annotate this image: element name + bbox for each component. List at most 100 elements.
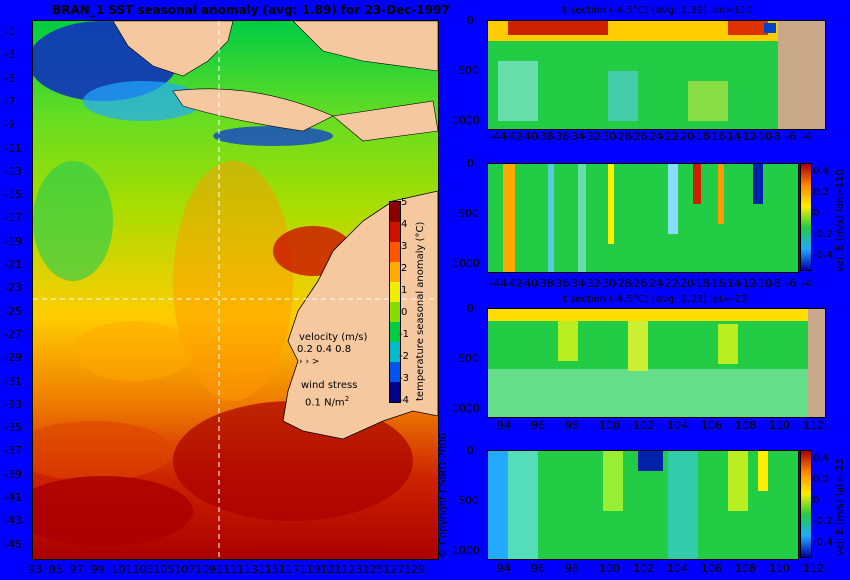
- colorbar-tick: 3: [401, 241, 408, 252]
- lat-tick-label: -4: [801, 277, 812, 290]
- lat-tick-label: -23: [4, 281, 22, 295]
- depth-tick-label: 500: [458, 207, 479, 220]
- depth-tick-label: 1000: [452, 544, 480, 557]
- lat-tick-label: -25: [4, 304, 22, 318]
- lon-tick-label: 127: [383, 563, 405, 576]
- lon-tick-label: 99: [90, 563, 105, 576]
- lat-tick-label: -33: [4, 397, 22, 411]
- panel1-title: t section (-4.5°C) (avg: 1.39) lon=110: [563, 5, 753, 16]
- lat-tick-label: -28: [613, 277, 632, 290]
- lon-tick-label: 121: [320, 563, 342, 576]
- lat-tick-label: -42: [504, 130, 523, 143]
- lat-tick-label: -12: [738, 277, 757, 290]
- lat-tick-label: -19: [4, 234, 22, 248]
- temperature-section-lat23[interactable]: [487, 308, 826, 418]
- lon-tick-label: 106: [701, 419, 722, 432]
- depth-tick-label: 0: [467, 14, 474, 27]
- lat-tick-label: -27: [4, 327, 22, 341]
- lon-tick-label: 117: [278, 563, 300, 576]
- velocity-section-lat23-field: [488, 451, 798, 559]
- lon-tick-label: 102: [633, 419, 654, 432]
- lon-tick-label: 103: [132, 563, 154, 576]
- lon-tick-label: 96: [531, 562, 545, 575]
- colorbar-tick: -0.2: [813, 229, 833, 240]
- lat-tick-label: -37: [4, 444, 22, 458]
- depth-tick-label: 0: [467, 444, 474, 457]
- lat-tick-label: -8: [769, 130, 781, 143]
- lat-tick-label: -21: [4, 258, 22, 271]
- velocity-scale: 0.2 0.4 0.8: [297, 344, 352, 355]
- lon-tick-label: 112: [803, 419, 824, 432]
- lon-tick-label: 129: [404, 563, 426, 576]
- lat-tick-label: -6: [785, 277, 797, 290]
- panel2-colorbar: [800, 163, 812, 271]
- depth-tick-label: 0: [467, 302, 474, 315]
- lat-tick-label: -18: [691, 130, 710, 143]
- lat-tick-label: -16: [707, 277, 726, 290]
- lat-tick-label: -43: [4, 514, 22, 528]
- lat-tick-label: -11: [4, 141, 22, 155]
- lon-tick-label: 100: [599, 562, 620, 575]
- sst-anomaly-map[interactable]: 5 4 3 2 1 0 -1 -2 -3 -4 temperature seas…: [32, 20, 439, 560]
- lon-tick-label: 107: [174, 563, 196, 576]
- velocity-arrows: › › >: [299, 357, 320, 367]
- lat-tick-label: -14: [723, 130, 741, 143]
- colorbar-tick: -0.4: [813, 250, 833, 261]
- lon-tick-label: 98: [565, 562, 579, 575]
- lat-tick-label: -38: [535, 277, 554, 290]
- lat-tick-label: -3: [4, 48, 15, 62]
- lon-tick-label: 94: [497, 419, 511, 432]
- panel4-colorbar: [800, 450, 812, 558]
- lat-tick-label: -6: [785, 130, 797, 143]
- temperature-section-lat23-field: [488, 309, 825, 417]
- velocity-section-lat23[interactable]: [487, 450, 799, 560]
- lon-tick-label: 119: [299, 563, 321, 576]
- lon-tick-label: 125: [362, 563, 384, 576]
- lon-tick-label: 115: [257, 563, 279, 576]
- wind-stress-label: wind stress: [301, 380, 358, 391]
- depth-tick-label: 500: [458, 64, 479, 77]
- lon-tick-label: 106: [701, 562, 722, 575]
- panel4-colorbar-label: vel. E (m/s) lat=-23: [835, 458, 846, 556]
- lon-tick-label: 95: [48, 563, 63, 576]
- lon-tick-label: 102: [633, 562, 654, 575]
- lat-tick-label: -26: [629, 277, 648, 290]
- lat-tick-label: -34: [567, 277, 585, 290]
- lon-tick-label: 109: [195, 563, 217, 576]
- temperature-section-lon110[interactable]: [487, 20, 826, 130]
- colorbar-label: temperature seasonal anomaly (°C): [415, 221, 426, 401]
- wind-stress-value: 0.1 N/m2: [305, 395, 349, 408]
- lat-tick-label: -41: [4, 491, 22, 504]
- lat-tick-label: -24: [645, 130, 663, 143]
- lat-tick-label: -22: [660, 277, 679, 290]
- lat-tick-label: -5: [4, 71, 15, 85]
- lat-tick-label: -32: [582, 277, 601, 290]
- lat-tick-label: -40: [520, 277, 539, 290]
- lat-tick-label: -44: [489, 130, 507, 143]
- lon-tick-label: 108: [735, 419, 756, 432]
- colorbar-tick: 0.4: [813, 453, 829, 464]
- lon-tick-label: 105: [153, 563, 175, 576]
- lat-tick-label: -36: [551, 130, 570, 143]
- lat-tick-label: -28: [613, 130, 632, 143]
- lon-tick-label: 104: [667, 419, 688, 432]
- lat-tick-label: -8: [769, 277, 781, 290]
- panel3-title: t section (-4.5°C) (avg: 1.03) lat=-23: [563, 294, 748, 305]
- colorbar-tick: 0.4: [813, 166, 829, 177]
- lat-tick-label: -15: [4, 188, 22, 202]
- lon-tick-label: 112: [803, 562, 824, 575]
- lat-tick-label: -30: [598, 130, 617, 143]
- lat-tick-label: -30: [598, 277, 617, 290]
- colorbar-tick: 0: [401, 307, 408, 318]
- lat-tick-label: -4: [801, 130, 812, 143]
- colorbar-tick: -4: [399, 395, 409, 406]
- lat-tick-label: -29: [4, 351, 22, 365]
- colorbar-tick: 4: [401, 219, 408, 230]
- lat-tick-label: -13: [4, 164, 22, 178]
- lat-tick-label: -22: [660, 130, 679, 143]
- velocity-section-lon110[interactable]: [487, 163, 799, 273]
- lon-tick-label: 98: [565, 419, 579, 432]
- lat-tick-label: -44: [489, 277, 507, 290]
- lat-tick-label: -45: [4, 537, 22, 551]
- lat-tick-label: -26: [629, 130, 648, 143]
